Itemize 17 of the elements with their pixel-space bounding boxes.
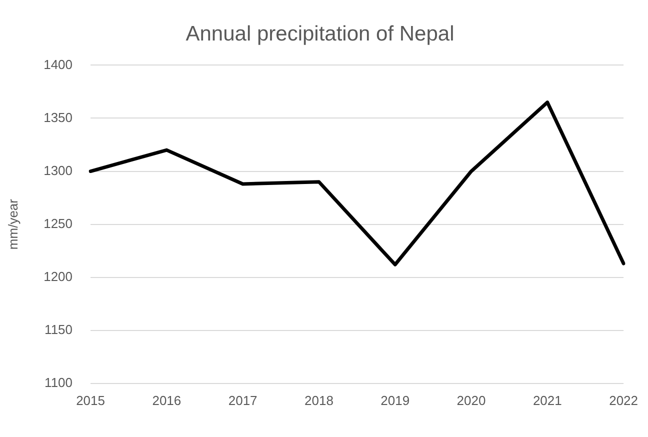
y-tick-label: 1200 bbox=[44, 268, 73, 284]
x-tick-label: 2015 bbox=[76, 392, 105, 408]
x-tick-label: 2022 bbox=[609, 392, 638, 408]
y-tick-label: 1150 bbox=[44, 322, 73, 337]
x-tick-label: 2017 bbox=[228, 392, 258, 408]
y-tick-label: 1100 bbox=[44, 374, 73, 390]
x-tick-label: 2019 bbox=[380, 392, 410, 408]
y-tick-label: 1300 bbox=[44, 162, 73, 178]
x-tick-label: 2021 bbox=[532, 392, 562, 408]
x-tick-label: 2018 bbox=[304, 392, 334, 408]
y-tick-label: 1400 bbox=[44, 56, 73, 72]
x-tick-label: 2016 bbox=[152, 392, 182, 408]
x-tick-label: 2020 bbox=[456, 392, 486, 408]
chart-title: Annual precipitation of Nepal bbox=[186, 22, 454, 46]
y-tick-label: 1350 bbox=[44, 110, 73, 125]
y-axis-title: mm/year bbox=[5, 198, 20, 250]
y-tick-label: 1250 bbox=[44, 216, 73, 231]
